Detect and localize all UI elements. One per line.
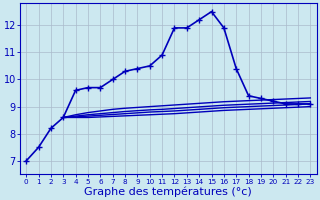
X-axis label: Graphe des températures (°c): Graphe des températures (°c)	[84, 186, 252, 197]
